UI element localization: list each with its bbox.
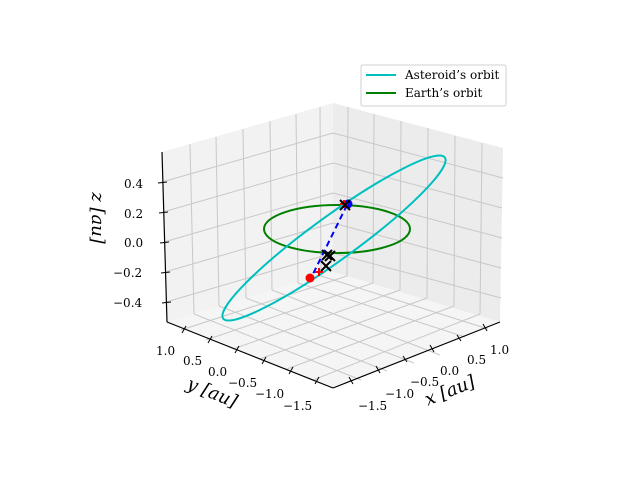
z-axis-line — [161, 151, 168, 323]
z-tick-labels: 0.4 0.2 0.0 −0.2 −0.4 — [113, 177, 143, 310]
y-tick: −0.5 — [228, 376, 257, 390]
x-tick: −1.0 — [385, 387, 414, 401]
black-x-marker — [324, 250, 336, 262]
y-tick: 0.0 — [208, 365, 227, 379]
z-axis-label: z [au] — [87, 191, 108, 245]
y-tick: −1.0 — [255, 387, 284, 401]
y-tick-labels: 1.0 0.5 0.0 −0.5 −1.0 −1.5 — [156, 344, 312, 413]
z-tick: −0.2 — [113, 266, 142, 280]
black-x-marker — [339, 199, 351, 211]
black-x-marker — [321, 249, 333, 261]
tick-marks — [157, 181, 488, 385]
legend-box — [360, 64, 507, 107]
markers — [305, 199, 353, 283]
earth-orbit — [263, 204, 411, 254]
axis-lines — [161, 151, 501, 389]
x-tick-labels: −1.5 −1.0 −0.5 0.0 0.5 1.0 — [358, 343, 509, 413]
legend: Asteroid’s orbit Earth’s orbit — [360, 64, 507, 107]
y-tick: −1.5 — [283, 399, 312, 413]
z-tick: 0.4 — [124, 177, 143, 191]
connecting-dashed-line — [310, 204, 348, 279]
floor-pane — [167, 272, 500, 388]
grid-lines — [161, 106, 504, 381]
y-axis-line — [166, 321, 334, 389]
legend-label-earth: Earth’s orbit — [405, 86, 482, 100]
right-pane — [333, 103, 503, 322]
y-tick: 1.0 — [156, 344, 175, 358]
red-plus-marker — [315, 268, 323, 276]
axes-panes — [162, 103, 503, 388]
left-pane — [162, 103, 333, 322]
x-tick: −1.5 — [358, 399, 387, 413]
z-tick: −0.4 — [113, 296, 143, 310]
x-tick: 0.0 — [440, 364, 459, 378]
black-x-marker — [320, 260, 332, 272]
asteroid-orbit — [221, 154, 447, 322]
z-tick: 0.0 — [124, 236, 143, 250]
red-point-marker — [305, 273, 315, 283]
x-tick: 0.5 — [467, 353, 486, 367]
legend-label-asteroid: Asteroid’s orbit — [404, 68, 499, 82]
x-tick: −0.5 — [410, 375, 439, 389]
x-axis-line — [332, 321, 501, 389]
y-tick: 0.5 — [183, 354, 202, 368]
z-tick: 0.2 — [124, 207, 143, 221]
x-tick: 1.0 — [490, 343, 509, 357]
